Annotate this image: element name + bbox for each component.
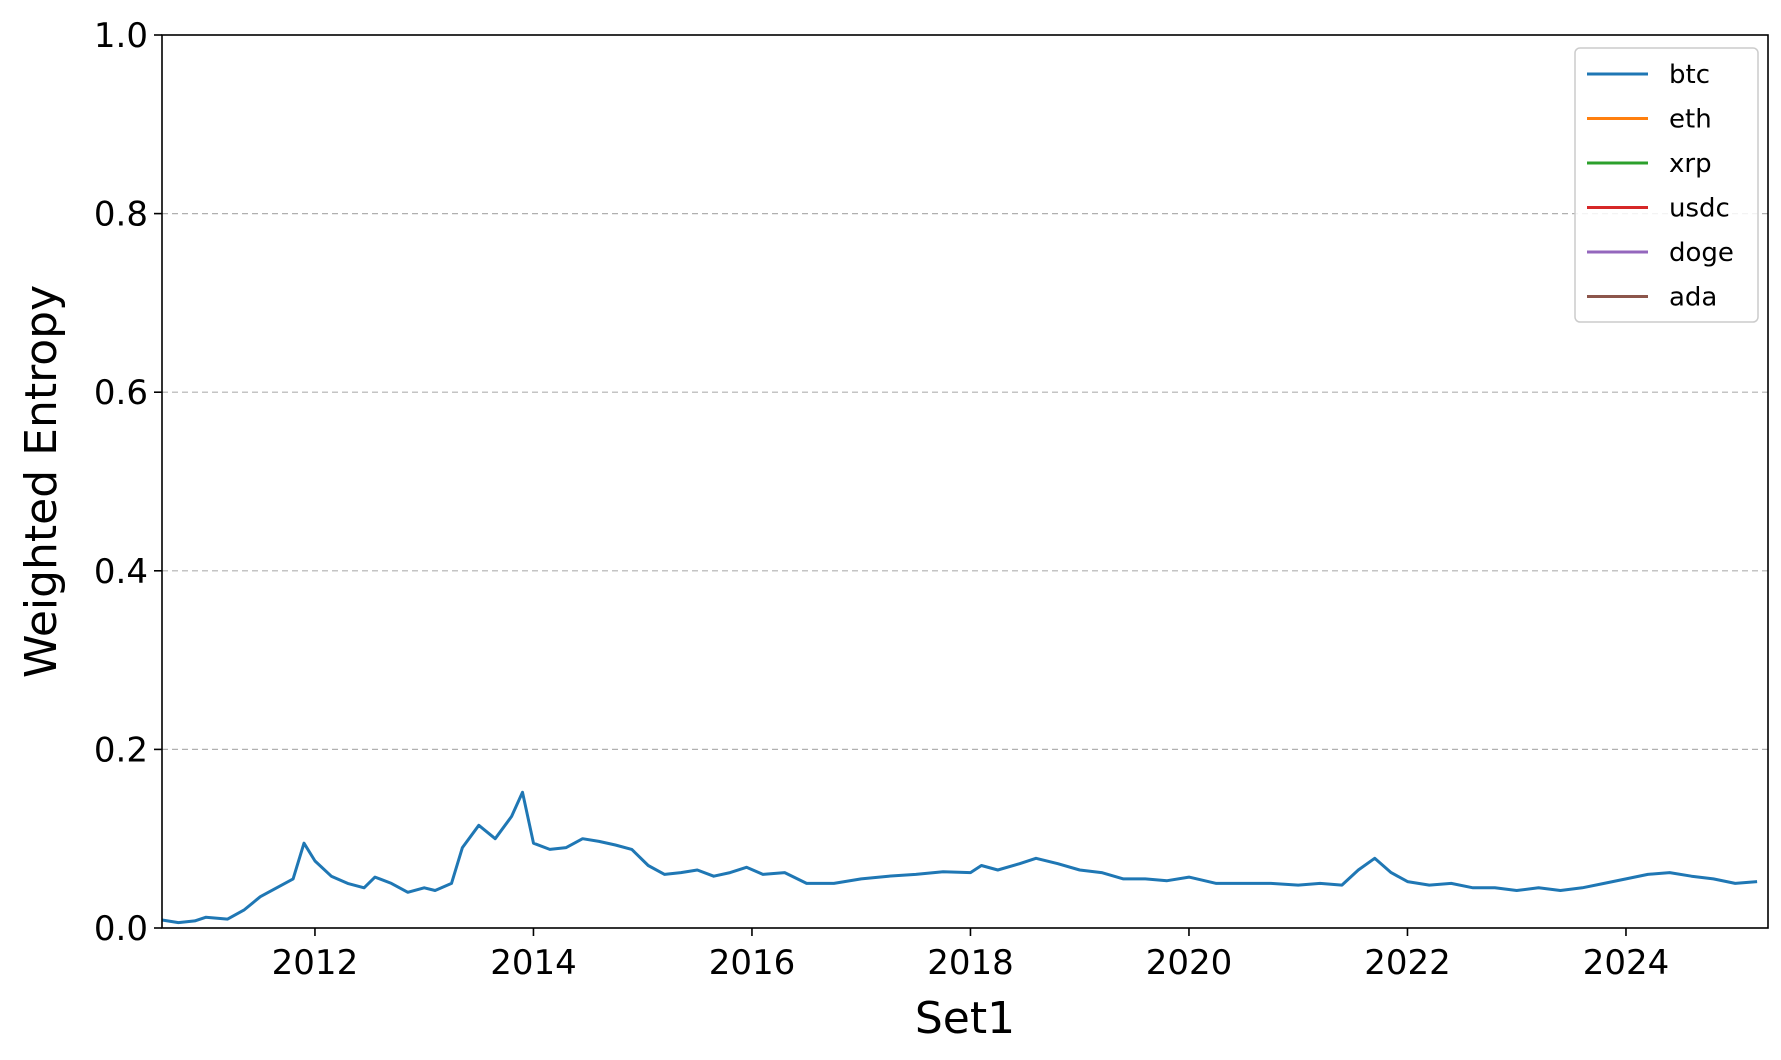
y-tick-label: 0.8 [94,195,148,235]
y-tick-label: 0.4 [94,552,148,592]
x-axis: 2012 2014 2016 2018 2020 2022 2024 [272,928,1670,983]
series-line-btc [161,790,1758,925]
y-tick-label: 0.6 [94,373,148,413]
legend-label-xrp: xrp [1669,149,1712,179]
legend-label-doge: doge [1669,238,1734,268]
y-tick-label: 0.2 [94,730,148,770]
legend-label-usdc: usdc [1669,194,1730,224]
legend-label-eth: eth [1669,105,1712,135]
plot-frame [161,34,1769,929]
x-tick-label: 2016 [709,943,796,983]
x-tick-label: 2024 [1583,943,1670,983]
legend-label-btc: btc [1669,60,1710,90]
y-axis: 0.0 0.2 0.4 0.6 0.8 1.0 [94,16,162,949]
x-tick-label: 2020 [1146,943,1233,983]
grid-lines [162,213,1768,751]
y-tick-label: 1.0 [94,16,148,56]
y-axis-label: Weighted Entropy [16,285,67,678]
x-tick-label: 2014 [490,943,577,983]
x-tick-label: 2018 [927,943,1014,983]
y-tick-label: 0.0 [94,909,148,949]
legend-label-ada: ada [1669,283,1717,313]
series-group [161,790,1758,925]
x-tick-label: 2022 [1364,943,1451,983]
x-tick-label: 2012 [272,943,359,983]
x-axis-label: Set1 [915,993,1015,1044]
legend: btc eth xrp usdc doge ada [1574,47,1759,323]
legend-box [1574,47,1759,323]
